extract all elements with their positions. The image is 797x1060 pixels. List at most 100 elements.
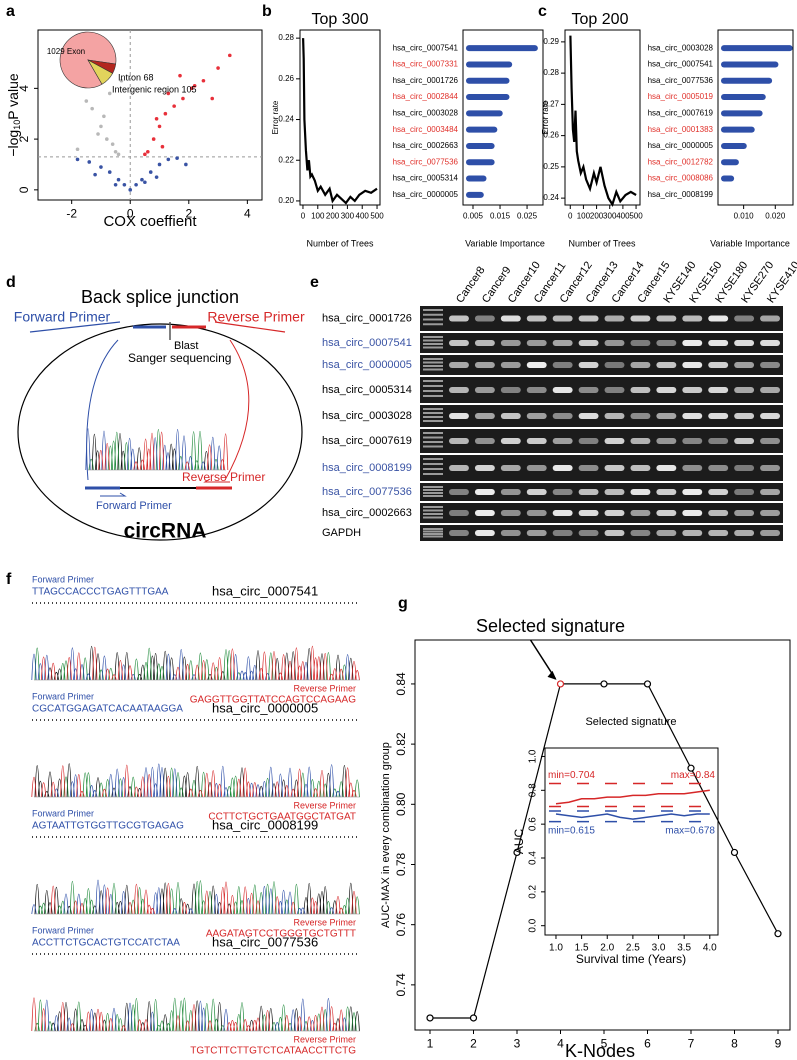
chromatogram-trace	[50, 881, 357, 915]
ladder-band	[423, 339, 443, 342]
chromatogram-trace	[34, 647, 347, 681]
ladder-band	[423, 390, 443, 392]
gel-band	[604, 438, 625, 444]
gel-band	[734, 438, 755, 444]
primer-sequence: ACCTTCTGCACTGTCCATCTAA	[32, 938, 180, 949]
gel-band	[552, 413, 573, 419]
point	[175, 156, 179, 160]
gel-band	[604, 340, 625, 346]
point	[184, 162, 188, 167]
category-label: hsa_circ_0005314	[393, 174, 459, 183]
row-label: hsa_circ_0008199	[322, 462, 412, 474]
gel-band	[604, 530, 625, 536]
point	[172, 104, 176, 108]
x-tick-label: 400	[356, 212, 370, 221]
arc	[86, 339, 119, 481]
gel-band	[630, 510, 651, 516]
ladder-band	[423, 506, 443, 508]
y-tick-label: 0.26	[543, 131, 559, 140]
bar	[466, 61, 513, 68]
x-tick-label: 1.5	[575, 943, 589, 954]
primer-sequence: TTAGCCACCCTGAGTTTGAA	[32, 587, 169, 598]
primer-label: Reverse Primer	[207, 309, 305, 325]
ladder-band	[423, 385, 443, 387]
category-label: hsa_circ_0012782	[648, 157, 714, 166]
x-axis-label: Number of Trees	[568, 238, 636, 248]
gel-band	[449, 362, 469, 368]
gel-strip	[420, 525, 783, 541]
panel-label: f	[6, 571, 12, 588]
ladder-band	[423, 492, 443, 494]
primer-label: Reverse Primer	[293, 1034, 356, 1044]
line	[555, 813, 710, 820]
x-tick-label: 4	[244, 207, 251, 221]
gel-band	[682, 510, 703, 516]
plot-frame	[37, 29, 263, 201]
gel-band	[552, 438, 573, 444]
category-label: hsa_circ_0000005	[648, 141, 714, 150]
y-tick-label: 0.29	[543, 37, 559, 46]
gel-band	[656, 438, 677, 444]
x-tick-label: 500	[629, 212, 643, 221]
y-tick-label: 0.8	[528, 783, 539, 797]
chromatogram-trace	[53, 763, 341, 798]
primer-sequence: TGTCTTCTTGTCTCATAACCTTCTG	[190, 1046, 356, 1057]
primer-sequence: AGTAATTGTGGTTGCGTGAGAG	[32, 821, 184, 832]
x-tick-label: 0.020	[765, 212, 786, 221]
category-label: hsa_circ_0003028	[393, 108, 459, 117]
ladder-band	[423, 368, 443, 371]
primer-sequence: AAGATAGTCCTGGGTGCTGTTT	[206, 929, 356, 940]
category-label: hsa_circ_0007619	[648, 108, 714, 117]
chromatogram-trace	[63, 767, 360, 798]
primer-sequence: CCTTCTGCTGAATGGCTATGAT	[208, 812, 356, 823]
gel-band	[630, 387, 651, 393]
ladder-band	[423, 489, 443, 491]
chromatogram-trace	[91, 433, 209, 471]
x-tick-label: 3.0	[652, 943, 666, 954]
category-label: hsa_circ_0007541	[648, 60, 714, 69]
y-tick-label: 0.27	[543, 99, 559, 108]
y-tick-label: 0.74	[394, 973, 408, 997]
gel-band	[474, 387, 495, 393]
chart-title: Top 300	[312, 11, 369, 28]
point	[90, 106, 94, 111]
point	[75, 157, 80, 162]
chromatogram-trace	[34, 997, 357, 1032]
gel-band	[526, 340, 547, 346]
gel-band	[449, 438, 469, 444]
gel-band	[552, 465, 573, 471]
category-label: hsa_circ_0005019	[648, 92, 714, 101]
bar	[466, 94, 510, 101]
bar	[466, 45, 538, 52]
ladder-band	[423, 533, 443, 535]
point	[105, 137, 109, 141]
ladder-band	[423, 445, 443, 448]
gel-band	[656, 510, 677, 516]
y-axis-label: AUC	[512, 829, 526, 855]
reference-label: min=0.615	[548, 825, 595, 836]
chromatogram-trace	[37, 880, 360, 915]
ladder-band	[423, 441, 443, 443]
gel-band	[604, 489, 625, 495]
point	[216, 66, 220, 70]
gel-band	[630, 315, 651, 322]
point	[189, 86, 194, 91]
gel-band	[578, 315, 599, 322]
gel-band	[604, 362, 625, 368]
point	[154, 117, 159, 121]
chromatogram-trace	[34, 882, 354, 915]
line	[430, 683, 779, 1019]
category-label: hsa_circ_0077536	[648, 76, 714, 85]
chromatogram-trace	[41, 645, 360, 681]
ladder-band	[423, 408, 443, 410]
gel-band	[656, 465, 677, 471]
gel-band	[526, 315, 547, 322]
gel-strip	[420, 377, 783, 403]
chart-title: Selected signature	[585, 716, 676, 728]
gel-band	[656, 489, 677, 495]
gel-band	[552, 510, 573, 516]
ladder-band	[423, 380, 443, 382]
gel-band	[474, 510, 495, 516]
gel-band	[760, 387, 780, 393]
point	[143, 180, 147, 185]
